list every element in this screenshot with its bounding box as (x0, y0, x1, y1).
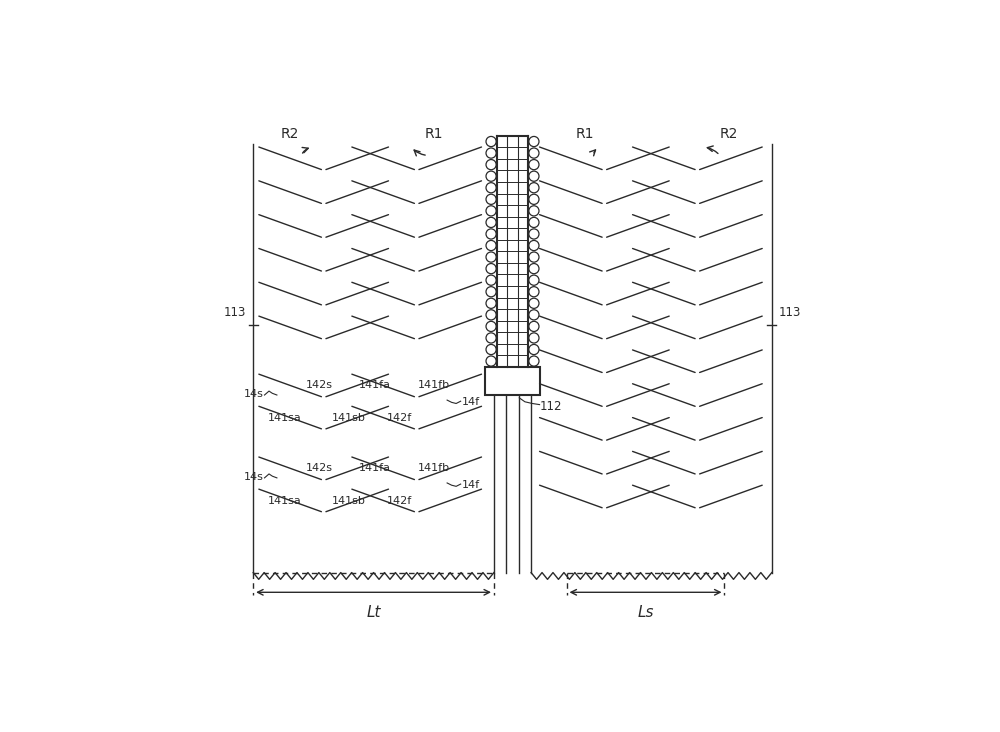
Text: 112: 112 (540, 400, 562, 413)
Text: 141sa: 141sa (267, 496, 301, 506)
Text: 142s: 142s (306, 380, 333, 390)
Text: 141fa: 141fa (358, 380, 390, 390)
Text: 141sb: 141sb (332, 496, 366, 506)
Text: 142f: 142f (387, 496, 412, 506)
Text: 14f: 14f (462, 397, 480, 407)
Text: 14s: 14s (243, 389, 263, 399)
Text: 141sb: 141sb (332, 413, 366, 423)
Text: R1: R1 (424, 127, 443, 141)
Text: R2: R2 (281, 127, 299, 141)
Text: 14f: 14f (462, 480, 480, 490)
Text: 141fb: 141fb (418, 380, 450, 390)
Text: 142f: 142f (387, 413, 412, 423)
Text: Ls: Ls (637, 605, 654, 619)
Text: 141fb: 141fb (418, 463, 450, 473)
Text: 113: 113 (224, 306, 246, 319)
Text: R1: R1 (575, 127, 594, 141)
Text: 141fa: 141fa (358, 463, 390, 473)
Text: 141sa: 141sa (267, 413, 301, 423)
Text: 113: 113 (779, 306, 801, 319)
Text: 142s: 142s (306, 463, 333, 473)
Text: 14s: 14s (243, 471, 263, 482)
Bar (485, 367, 540, 395)
Text: R2: R2 (719, 127, 738, 141)
Text: Lt: Lt (366, 605, 381, 619)
